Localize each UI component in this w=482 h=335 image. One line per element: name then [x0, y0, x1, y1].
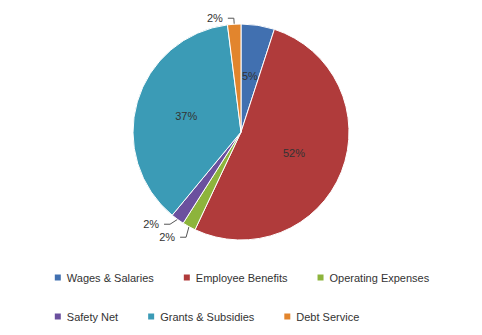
svg-text:Operating Expenses: Operating Expenses [330, 272, 430, 284]
svg-text:Debt Service: Debt Service [296, 311, 359, 323]
svg-text:2%: 2% [159, 231, 175, 243]
svg-text:37%: 37% [175, 110, 197, 122]
svg-text:2%: 2% [207, 12, 223, 24]
svg-text:5%: 5% [242, 70, 258, 82]
svg-text:Safety Net: Safety Net [67, 311, 118, 323]
svg-text:Grants & Subsidies: Grants & Subsidies [160, 311, 255, 323]
svg-text:52%: 52% [283, 147, 305, 159]
svg-text:Wages & Salaries: Wages & Salaries [67, 272, 155, 284]
svg-text:Employee Benefits: Employee Benefits [196, 272, 288, 284]
svg-text:2%: 2% [143, 218, 159, 230]
